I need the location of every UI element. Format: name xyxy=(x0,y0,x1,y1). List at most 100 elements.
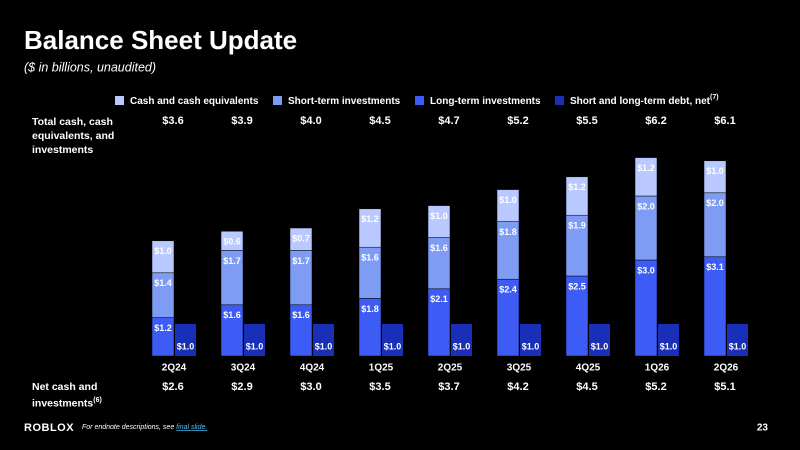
footnote-link[interactable]: final slide. xyxy=(176,424,207,431)
value-label: $1.0 xyxy=(499,195,517,205)
debt-bar xyxy=(175,324,196,356)
value-label: $1.0 xyxy=(522,341,540,351)
x-tick-label: 2Q24 xyxy=(162,363,187,374)
value-label: $2.1 xyxy=(430,294,448,304)
net-value: $5.1 xyxy=(714,381,735,393)
legend-swatch xyxy=(273,96,282,105)
total-value: $3.6 xyxy=(162,115,183,127)
net-value: $4.2 xyxy=(507,381,528,393)
value-label: $1.0 xyxy=(177,341,195,351)
total-value: $3.9 xyxy=(231,115,252,127)
value-label: $0.6 xyxy=(223,237,241,247)
value-label: $1.2 xyxy=(361,214,379,224)
value-label: $1.0 xyxy=(315,341,333,351)
legend-label: Long-term investments xyxy=(430,96,541,107)
x-tick-label: 2Q25 xyxy=(438,363,463,374)
page-number: 23 xyxy=(757,423,769,434)
legend-swatch xyxy=(115,96,124,105)
value-label: $1.0 xyxy=(154,246,172,256)
value-label: $2.0 xyxy=(706,198,724,208)
debt-bar xyxy=(451,324,472,356)
value-label: $1.0 xyxy=(729,341,747,351)
bar-segment xyxy=(634,157,658,197)
debt-bar xyxy=(589,324,610,356)
legend-label: Short-term investments xyxy=(288,96,401,107)
legend-swatch xyxy=(555,96,564,105)
value-label: $2.0 xyxy=(637,201,655,211)
x-tick-label: 3Q24 xyxy=(231,363,256,374)
value-label: $1.8 xyxy=(361,304,379,314)
total-row-label: Total cash, cash equivalents, and invest… xyxy=(32,116,115,156)
x-tick-label: 1Q26 xyxy=(645,363,670,374)
value-label: $1.7 xyxy=(292,256,310,266)
value-label: $1.2 xyxy=(637,163,655,173)
value-label: $2.4 xyxy=(499,285,517,295)
value-label: $1.6 xyxy=(292,310,310,320)
debt-bar xyxy=(727,324,748,356)
value-label: $1.0 xyxy=(384,341,402,351)
net-row-label: Net cash and investments(6) xyxy=(32,380,127,411)
legend-text: Long-term investments xyxy=(430,96,541,107)
debt-bar xyxy=(313,324,334,356)
bar-segment xyxy=(427,205,451,238)
value-label: $2.5 xyxy=(568,281,586,291)
net-value: $2.6 xyxy=(162,381,183,393)
legend-note: (7) xyxy=(710,94,719,101)
total-value: $6.2 xyxy=(645,115,666,127)
value-label: $3.1 xyxy=(706,262,724,272)
bar-segment xyxy=(289,227,313,251)
net-value: $3.0 xyxy=(300,381,321,393)
footnote: For endnote descriptions, see final slid… xyxy=(82,424,207,431)
total-value: $4.7 xyxy=(438,115,459,127)
debt-bar xyxy=(520,324,541,356)
value-label: $1.6 xyxy=(223,310,241,320)
value-label: $1.0 xyxy=(591,341,609,351)
x-tick-label: 3Q25 xyxy=(507,363,532,374)
x-tick-label: 2Q26 xyxy=(714,363,739,374)
value-label: $1.9 xyxy=(568,221,586,231)
debt-bar xyxy=(658,324,679,356)
net-value: $2.9 xyxy=(231,381,252,393)
x-tick-label: 1Q25 xyxy=(369,363,394,374)
value-label: $1.0 xyxy=(453,341,471,351)
value-label: $1.8 xyxy=(499,227,517,237)
value-label: $1.6 xyxy=(430,243,448,253)
net-value: $4.5 xyxy=(576,381,597,393)
legend-text: Short and long-term debt, net xyxy=(570,96,711,107)
value-label: $1.0 xyxy=(706,166,724,176)
debt-bar xyxy=(244,324,265,356)
legend-swatch xyxy=(415,96,424,105)
value-label: $3.0 xyxy=(637,265,655,275)
net-value: $3.7 xyxy=(438,381,459,393)
net-label-text: Net cash and investments xyxy=(32,381,98,410)
net-value: $3.5 xyxy=(369,381,390,393)
bar-segment xyxy=(496,189,520,222)
bar-segment xyxy=(565,176,589,216)
value-label: $1.7 xyxy=(223,256,241,266)
total-value: $4.0 xyxy=(300,115,321,127)
value-label: $1.0 xyxy=(660,341,678,351)
total-value: $6.1 xyxy=(714,115,735,127)
x-tick-label: 4Q24 xyxy=(300,363,325,374)
value-label: $1.0 xyxy=(246,341,264,351)
total-value: $5.2 xyxy=(507,115,528,127)
legend-label: Cash and cash equivalents xyxy=(130,96,259,107)
debt-bar xyxy=(382,324,403,356)
total-value: $5.5 xyxy=(576,115,597,127)
chart-title: Balance Sheet Update xyxy=(24,25,297,55)
logo: ROBLOX xyxy=(24,422,74,434)
total-value: $4.5 xyxy=(369,115,390,127)
value-label: $1.2 xyxy=(154,323,172,333)
bar-segment xyxy=(151,240,175,274)
value-label: $0.7 xyxy=(292,233,310,243)
value-label: $1.6 xyxy=(361,253,379,263)
footnote-text: For endnote descriptions, see xyxy=(82,424,176,431)
value-label: $1.0 xyxy=(430,211,448,221)
net-value: $5.2 xyxy=(645,381,666,393)
legend-text: Short-term investments xyxy=(288,96,401,107)
value-label: $1.4 xyxy=(154,278,172,288)
legend-label: Short and long-term debt, net(7) xyxy=(570,94,719,107)
x-tick-label: 4Q25 xyxy=(576,363,601,374)
